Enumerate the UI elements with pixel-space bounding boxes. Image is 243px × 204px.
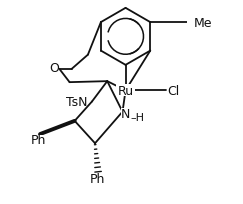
FancyBboxPatch shape [116, 85, 135, 97]
FancyBboxPatch shape [121, 108, 130, 119]
Text: Ph: Ph [30, 134, 46, 146]
FancyBboxPatch shape [187, 18, 200, 28]
Text: N: N [121, 107, 130, 120]
FancyBboxPatch shape [92, 174, 103, 183]
FancyBboxPatch shape [134, 113, 146, 123]
Text: TsN: TsN [66, 95, 87, 109]
FancyBboxPatch shape [68, 96, 86, 108]
Text: –H: –H [131, 113, 145, 123]
Text: Ph: Ph [90, 172, 105, 185]
FancyBboxPatch shape [33, 135, 43, 145]
Text: Me: Me [194, 17, 212, 29]
Text: Ru: Ru [118, 84, 134, 97]
Text: Cl: Cl [167, 84, 180, 97]
Text: O: O [49, 62, 59, 75]
FancyBboxPatch shape [49, 63, 59, 74]
FancyBboxPatch shape [167, 85, 180, 96]
